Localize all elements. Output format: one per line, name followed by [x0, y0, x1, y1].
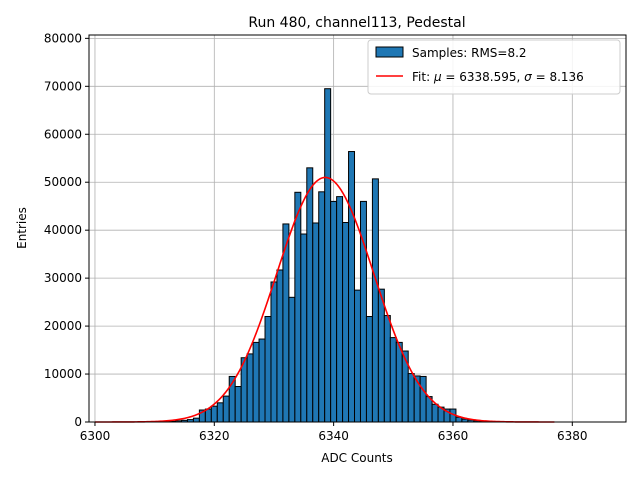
- histogram-bar: [264, 315, 272, 423]
- histogram-bar: [383, 315, 391, 423]
- histogram-bar: [300, 233, 308, 423]
- histogram-bar: [246, 353, 254, 423]
- histogram-bar: [318, 191, 326, 423]
- histogram-bar: [336, 196, 344, 423]
- x-tick-label: 6340: [318, 429, 349, 443]
- fit-curve: [94, 176, 555, 423]
- histogram-bar: [377, 288, 385, 423]
- histogram-bars: [157, 88, 499, 423]
- y-tick-label: 40000: [44, 223, 82, 237]
- histogram-bar: [407, 373, 415, 423]
- x-tick-label: 6320: [199, 429, 230, 443]
- y-tick-label: 50000: [44, 175, 82, 189]
- histogram-bar: [258, 338, 266, 423]
- histogram-bar: [395, 341, 403, 423]
- x-tick-label: 6380: [557, 429, 588, 443]
- histogram-bar: [419, 375, 427, 423]
- x-axis-ticks: 6300 6320 6340 6360 6380: [80, 422, 588, 443]
- y-tick-label: 20000: [44, 319, 82, 333]
- histogram-bar: [222, 395, 230, 423]
- histogram-bar: [288, 296, 296, 423]
- histogram-bar: [252, 341, 260, 423]
- legend-label-fit: Fit: μ = 6338.595, σ = 8.136: [412, 70, 584, 84]
- histogram-bar: [354, 289, 361, 423]
- histogram-bar: [413, 375, 421, 423]
- x-axis-label: ADC Counts: [321, 451, 393, 465]
- histogram-bar: [210, 405, 218, 423]
- histogram-bar: [270, 281, 278, 423]
- histogram-bar: [371, 178, 379, 423]
- y-tick-label: 10000: [44, 367, 82, 381]
- histogram-bar: [192, 417, 200, 423]
- histogram-bar: [348, 151, 356, 423]
- chart-title: Run 480, channel113, Pedestal: [248, 15, 465, 31]
- y-axis-ticks: 0 10000 20000 30000 40000 50000 60000 70000 8000…: [44, 31, 89, 429]
- y-tick-label: 60000: [44, 127, 82, 141]
- histogram-bar: [324, 88, 332, 423]
- y-tick-label: 30000: [44, 271, 82, 285]
- y-tick-label: 0: [74, 415, 82, 429]
- histogram-bar: [389, 337, 397, 423]
- legend-box: [367, 39, 621, 95]
- y-tick-label: 70000: [44, 79, 82, 93]
- histogram-bar: [234, 386, 242, 423]
- legend: Samples: RMS=8.2 Fit: μ = 6338.595, σ = …: [367, 39, 621, 95]
- histogram-bar: [312, 222, 320, 423]
- histogram-bar: [365, 315, 373, 423]
- x-tick-label: 6300: [80, 429, 111, 443]
- histogram-bar: [330, 200, 338, 423]
- legend-label-samples: Samples: RMS=8.2: [412, 46, 527, 60]
- y-axis-label: Entries: [15, 207, 29, 249]
- histogram-bar: [216, 402, 224, 423]
- histogram-bar: [276, 269, 284, 423]
- y-tick-label: 80000: [44, 31, 82, 45]
- legend-bar-swatch: [375, 46, 404, 58]
- histogram-bar: [294, 191, 302, 423]
- histogram-bar: [431, 403, 439, 423]
- axes-frame: [88, 34, 627, 423]
- histogram-bar: [342, 222, 350, 423]
- histogram-bar: [306, 167, 314, 423]
- histogram-bar: [204, 408, 212, 423]
- plot-area: [88, 34, 627, 423]
- x-tick-label: 6360: [438, 429, 469, 443]
